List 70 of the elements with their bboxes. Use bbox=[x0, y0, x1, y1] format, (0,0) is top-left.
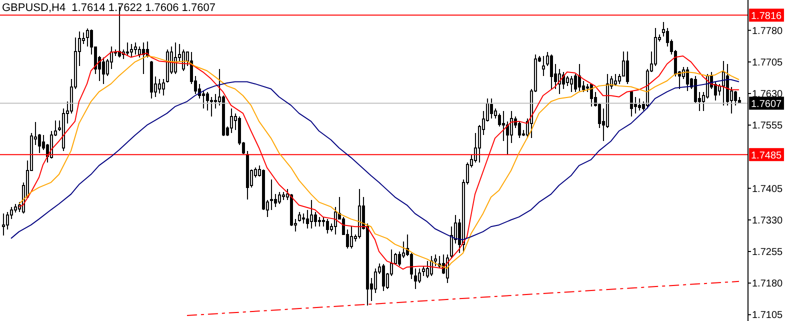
candlestick bbox=[270, 178, 273, 210]
candlestick bbox=[626, 50, 629, 84]
candlestick bbox=[566, 75, 569, 86]
candlestick bbox=[210, 96, 213, 117]
candlestick bbox=[418, 268, 421, 284]
candlestick bbox=[686, 66, 689, 92]
candlestick bbox=[306, 209, 309, 230]
candlestick bbox=[550, 54, 553, 90]
candlestick bbox=[298, 211, 301, 222]
ref-line-label: 1.7816 bbox=[751, 11, 782, 22]
candlestick bbox=[158, 78, 161, 94]
candlestick bbox=[138, 46, 141, 58]
candlestick bbox=[570, 75, 573, 92]
candlestick bbox=[202, 90, 205, 109]
candlestick bbox=[314, 211, 317, 228]
candlestick bbox=[718, 83, 721, 96]
candlestick bbox=[230, 108, 233, 134]
ref-line-label: 1.7607 bbox=[751, 99, 782, 110]
candlestick bbox=[162, 78, 165, 96]
candlestick bbox=[558, 68, 561, 94]
candlestick bbox=[350, 226, 353, 250]
candlestick bbox=[322, 216, 325, 228]
ref-line-label: 1.7485 bbox=[751, 150, 782, 162]
y-tick-label: 1.7180 bbox=[752, 278, 784, 290]
candlestick bbox=[734, 90, 737, 106]
candlestick bbox=[510, 110, 513, 144]
candlestick bbox=[310, 200, 313, 230]
candlestick bbox=[638, 98, 641, 111]
y-tick-label: 1.7405 bbox=[752, 184, 784, 195]
candlestick bbox=[318, 216, 321, 228]
candlestick bbox=[278, 192, 281, 204]
candlestick bbox=[182, 48, 185, 72]
candlestick bbox=[326, 218, 329, 234]
candlestick bbox=[426, 260, 429, 279]
y-tick-label: 1.7555 bbox=[752, 120, 784, 132]
candlestick bbox=[414, 268, 417, 290]
candlestick bbox=[694, 75, 697, 104]
candlestick bbox=[126, 42, 129, 57]
y-tick-label: 1.7255 bbox=[752, 247, 784, 258]
candlestick bbox=[374, 268, 377, 294]
candlestick bbox=[102, 56, 105, 84]
candlestick bbox=[382, 264, 385, 292]
candlestick bbox=[450, 226, 453, 259]
candlestick bbox=[502, 110, 505, 142]
candlestick bbox=[498, 112, 501, 127]
candlestick bbox=[38, 133, 41, 154]
candlestick bbox=[490, 98, 493, 119]
candlestick bbox=[574, 74, 577, 92]
candlestick bbox=[542, 56, 545, 76]
candlestick bbox=[398, 250, 401, 267]
candlestick bbox=[50, 130, 53, 159]
candlestick bbox=[334, 206, 337, 236]
candlestick bbox=[86, 28, 89, 47]
candlestick bbox=[130, 44, 133, 58]
candlestick bbox=[722, 60, 725, 106]
candlestick bbox=[134, 42, 137, 55]
y-tick-label: 1.7105 bbox=[752, 310, 784, 321]
candlestick bbox=[302, 213, 305, 224]
candlestick bbox=[578, 64, 581, 92]
y-tick-label: 1.7780 bbox=[752, 26, 784, 37]
y-tick-label: 1.7330 bbox=[752, 215, 784, 226]
candlestick bbox=[274, 194, 277, 208]
candlestick bbox=[422, 266, 425, 276]
candlestick bbox=[614, 74, 617, 86]
candlestick bbox=[6, 211, 9, 230]
chart-title: GBPUSD,H4 1.7614 1.7622 1.7606 1.7607 bbox=[2, 2, 216, 15]
candlestick bbox=[206, 91, 209, 111]
candlestick bbox=[518, 120, 521, 139]
candlestick bbox=[214, 93, 217, 109]
y-tick-label: 1.7705 bbox=[752, 57, 784, 68]
